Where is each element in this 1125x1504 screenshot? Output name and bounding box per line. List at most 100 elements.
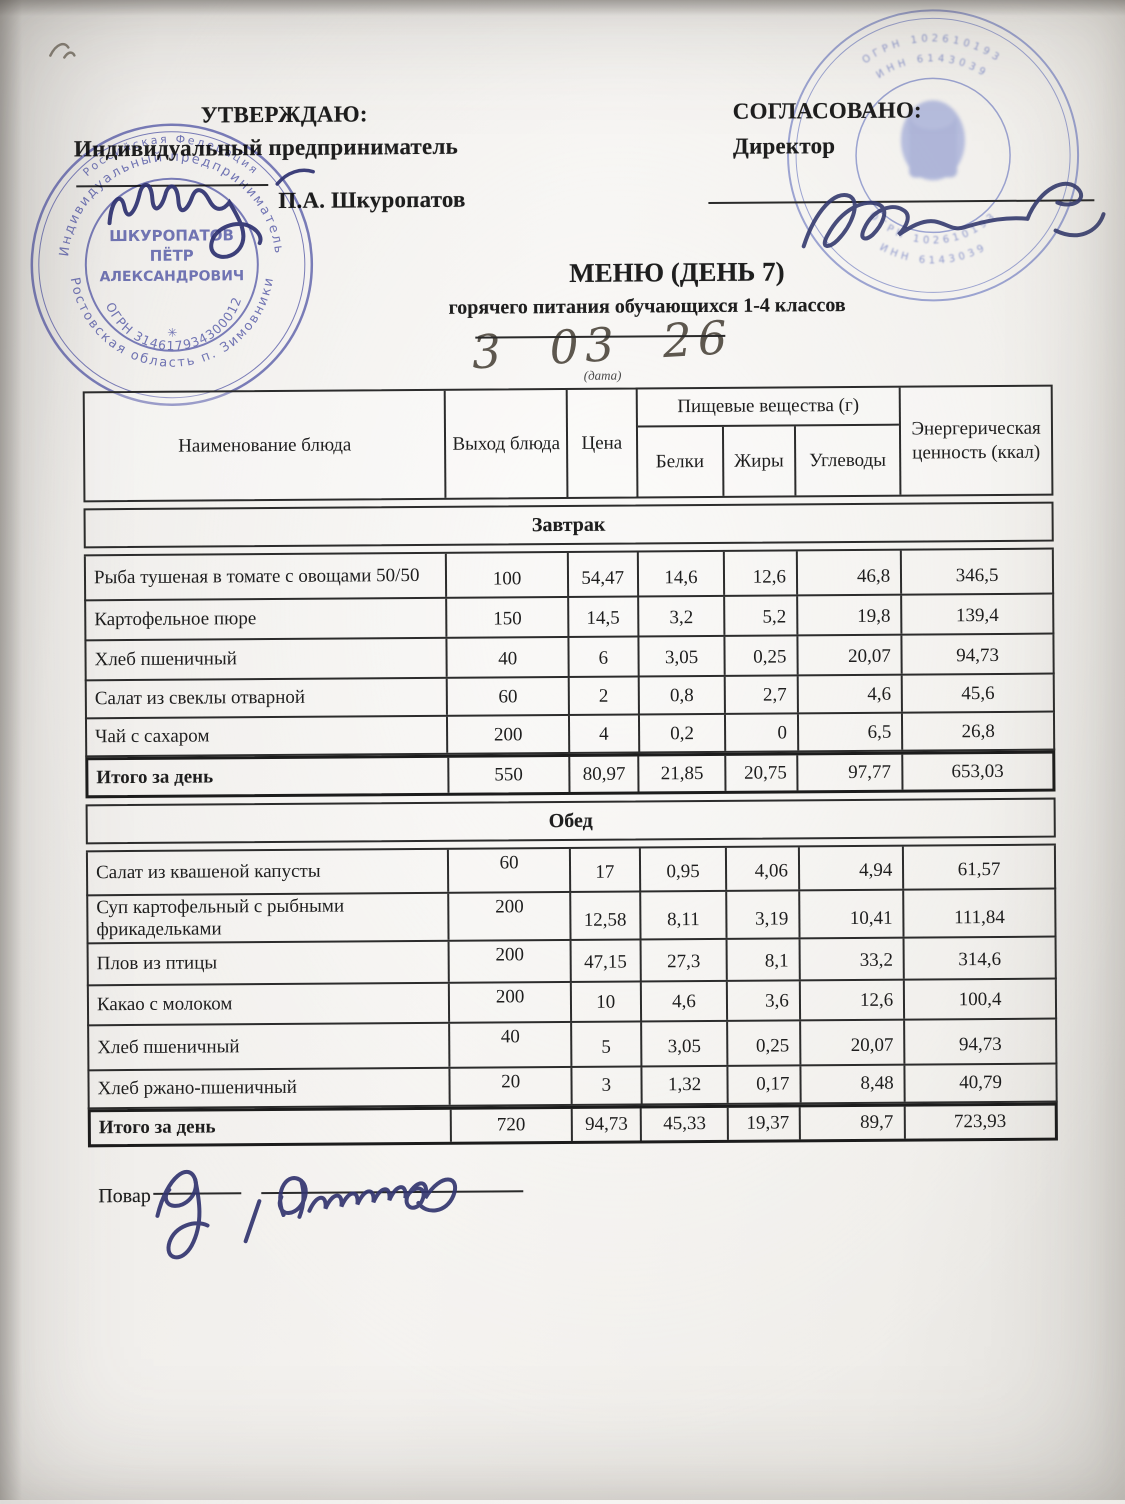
col-header-fat: Жиры — [723, 426, 797, 496]
dish-carbs: 19,8 — [798, 595, 903, 635]
table-row: Картофельное пюре 150 14,5 3,2 5,2 19,8 … — [84, 594, 1055, 642]
dish-carbs: 10,41 — [800, 890, 905, 938]
svg-text:Ростовская область п. Зимовник: Ростовская область п. Зимовники — [67, 275, 278, 372]
dish-kcal: 346,5 — [955, 564, 999, 587]
dish-protein: 8,11 — [640, 891, 728, 939]
dish-kcal: 139,4 — [955, 604, 999, 627]
lunch-rows: Салат из квашеной капусты 60 17 0,95 4,0… — [85, 843, 1058, 1148]
menu-table: Наименование блюда Выход блюда Цена Пище… — [82, 384, 1058, 1148]
dish-output: 200 — [448, 715, 571, 753]
table-row: Рыба тушеная в томате с овощами 50/50 10… — [83, 549, 1055, 602]
dish-name: Хлеб пшеничный — [86, 638, 448, 680]
breakfast-rows: Рыба тушеная в томате с овощами 50/50 10… — [83, 547, 1056, 799]
dish-output: 200 — [450, 982, 573, 1022]
agree-label: СОГЛАСОВАНО: — [732, 97, 922, 124]
dish-kcal: 40,79 — [959, 1071, 1003, 1094]
total-carbs: 97,77 — [798, 754, 904, 791]
dish-protein: 3,05 — [641, 1021, 729, 1066]
dish-fat: 0,25 — [725, 636, 799, 675]
table-row: Плов из птицы 200 47,15 27,3 8,1 33,2 31… — [86, 937, 1057, 987]
pen-mark — [49, 42, 76, 59]
dish-carbs: 33,2 — [800, 938, 906, 980]
dish-name: Суп картофельный с рыбными фрикадельками — [88, 893, 450, 943]
col-header-protein: Белки — [637, 426, 725, 497]
dish-fat: 12,6 — [725, 551, 799, 595]
col-header-price: Цена — [567, 389, 638, 497]
dish-name: Рыба тушеная в томате с овощами 50/50 — [85, 553, 448, 600]
dish-price: 17 — [570, 848, 641, 891]
stamp-left-name1: ШКУРОПАТОВ — [109, 226, 234, 245]
dish-fat: 8,1 — [728, 939, 801, 980]
col-header-carbs: Углеводы — [809, 449, 887, 471]
stamp-left-name3: АЛЕКСАНДРОВИЧ — [100, 268, 245, 285]
dish-protein: 3,05 — [638, 636, 727, 676]
dish-price: 5 — [572, 1022, 642, 1066]
dish-name: Салат из квашеной капусты — [87, 849, 450, 895]
total-price: 80,97 — [570, 756, 640, 792]
dish-price: 47,15 — [571, 940, 642, 981]
dish-fat: 4,06 — [727, 847, 801, 890]
dish-price: 4 — [569, 715, 640, 752]
agree-signature — [801, 181, 1106, 249]
dish-kcal: 314,6 — [958, 948, 1002, 971]
total-fat: 19,37 — [728, 1107, 802, 1140]
dish-carbs: 4,94 — [799, 846, 905, 890]
total-kcal: 723,93 — [953, 1110, 1007, 1133]
dish-protein: 1,32 — [641, 1066, 730, 1104]
dish-fat: 2,7 — [726, 676, 799, 713]
table-row: Салат из квашеной капусты 60 17 0,95 4,0… — [85, 845, 1057, 897]
dish-carbs: 8,48 — [801, 1065, 906, 1103]
total-label: Итого за день — [88, 757, 450, 796]
dish-carbs: 46,8 — [797, 550, 903, 595]
dish-kcal: 61,57 — [957, 858, 1001, 881]
dish-name: Хлеб пшеничный — [89, 1023, 451, 1070]
dish-carbs: 4,6 — [798, 675, 904, 713]
dish-output: 200 — [449, 892, 572, 940]
section-band-lunch: Обед — [85, 797, 1056, 845]
dish-output: 150 — [447, 597, 570, 637]
date-caption: (дата) — [583, 367, 622, 383]
dish-name: Картофельное пюре — [86, 598, 448, 640]
dish-kcal: 111,84 — [953, 906, 1005, 929]
dish-name: Салат из свеклы отварной — [86, 678, 449, 718]
col-header-kcal: Энергерическая ценность (ккал) — [911, 417, 1041, 464]
col-group-nutrients: Пищевые вещества (г) Белки Жиры Углеводы — [637, 387, 902, 497]
dish-carbs: 20,07 — [801, 1020, 906, 1065]
dish-price: 54,47 — [568, 552, 639, 596]
school-round-stamp: ОГРН 102610193 ИНН 6143039 ИНН 6143039 О… — [787, 9, 1080, 302]
dish-protein: 27,3 — [641, 939, 729, 981]
total-price: 94,73 — [572, 1108, 643, 1141]
entrepreneur-round-stamp: Российская Федерация Индивидуальный пред… — [30, 123, 314, 406]
dish-kcal: 26,8 — [961, 720, 995, 743]
total-protein: 45,33 — [642, 1107, 730, 1141]
dish-carbs: 12,6 — [800, 980, 906, 1020]
dish-carbs: 6,5 — [798, 713, 904, 751]
stamp-left-star: ✳ — [167, 326, 177, 340]
total-output: 550 — [448, 756, 571, 793]
dish-name: Чай с сахаром — [86, 716, 449, 756]
dish-fat: 3,19 — [727, 891, 801, 938]
dish-price: 2 — [569, 677, 640, 714]
dish-price: 10 — [571, 982, 642, 1021]
dish-name: Какао с молоком — [88, 983, 451, 1025]
stamp-right-arc-text: ИНН 6143039 — [874, 53, 990, 81]
dish-output: 20 — [450, 1067, 573, 1105]
dish-protein: 4,6 — [641, 981, 729, 1021]
dish-protein: 0,8 — [639, 676, 727, 714]
total-carbs: 89,7 — [801, 1106, 906, 1140]
dish-price: 3 — [572, 1067, 643, 1104]
dish-output: 100 — [447, 552, 570, 597]
dish-price: 6 — [569, 637, 640, 676]
dish-price: 14,5 — [569, 597, 639, 636]
section-band-breakfast: Завтрак — [83, 501, 1054, 549]
dish-kcal: 100,4 — [958, 988, 1002, 1011]
stamp-left-arc-bottom: Ростовская область п. Зимовники — [67, 275, 278, 372]
dish-output: 40 — [447, 637, 570, 677]
table-row: Какао с молоком 200 10 4,6 3,6 12,6 100,… — [86, 979, 1058, 1027]
dish-fat: 5,2 — [725, 596, 799, 635]
col-header-name: Наименование блюда — [84, 390, 447, 501]
breakfast-total-row: Итого за день 550 80,97 21,85 20,75 97,7… — [85, 750, 1056, 799]
table-row: Хлеб пшеничный 40 6 3,05 0,25 20,07 94,7… — [84, 634, 1055, 682]
table-header-row: Наименование блюда Выход блюда Цена Пище… — [82, 384, 1054, 503]
